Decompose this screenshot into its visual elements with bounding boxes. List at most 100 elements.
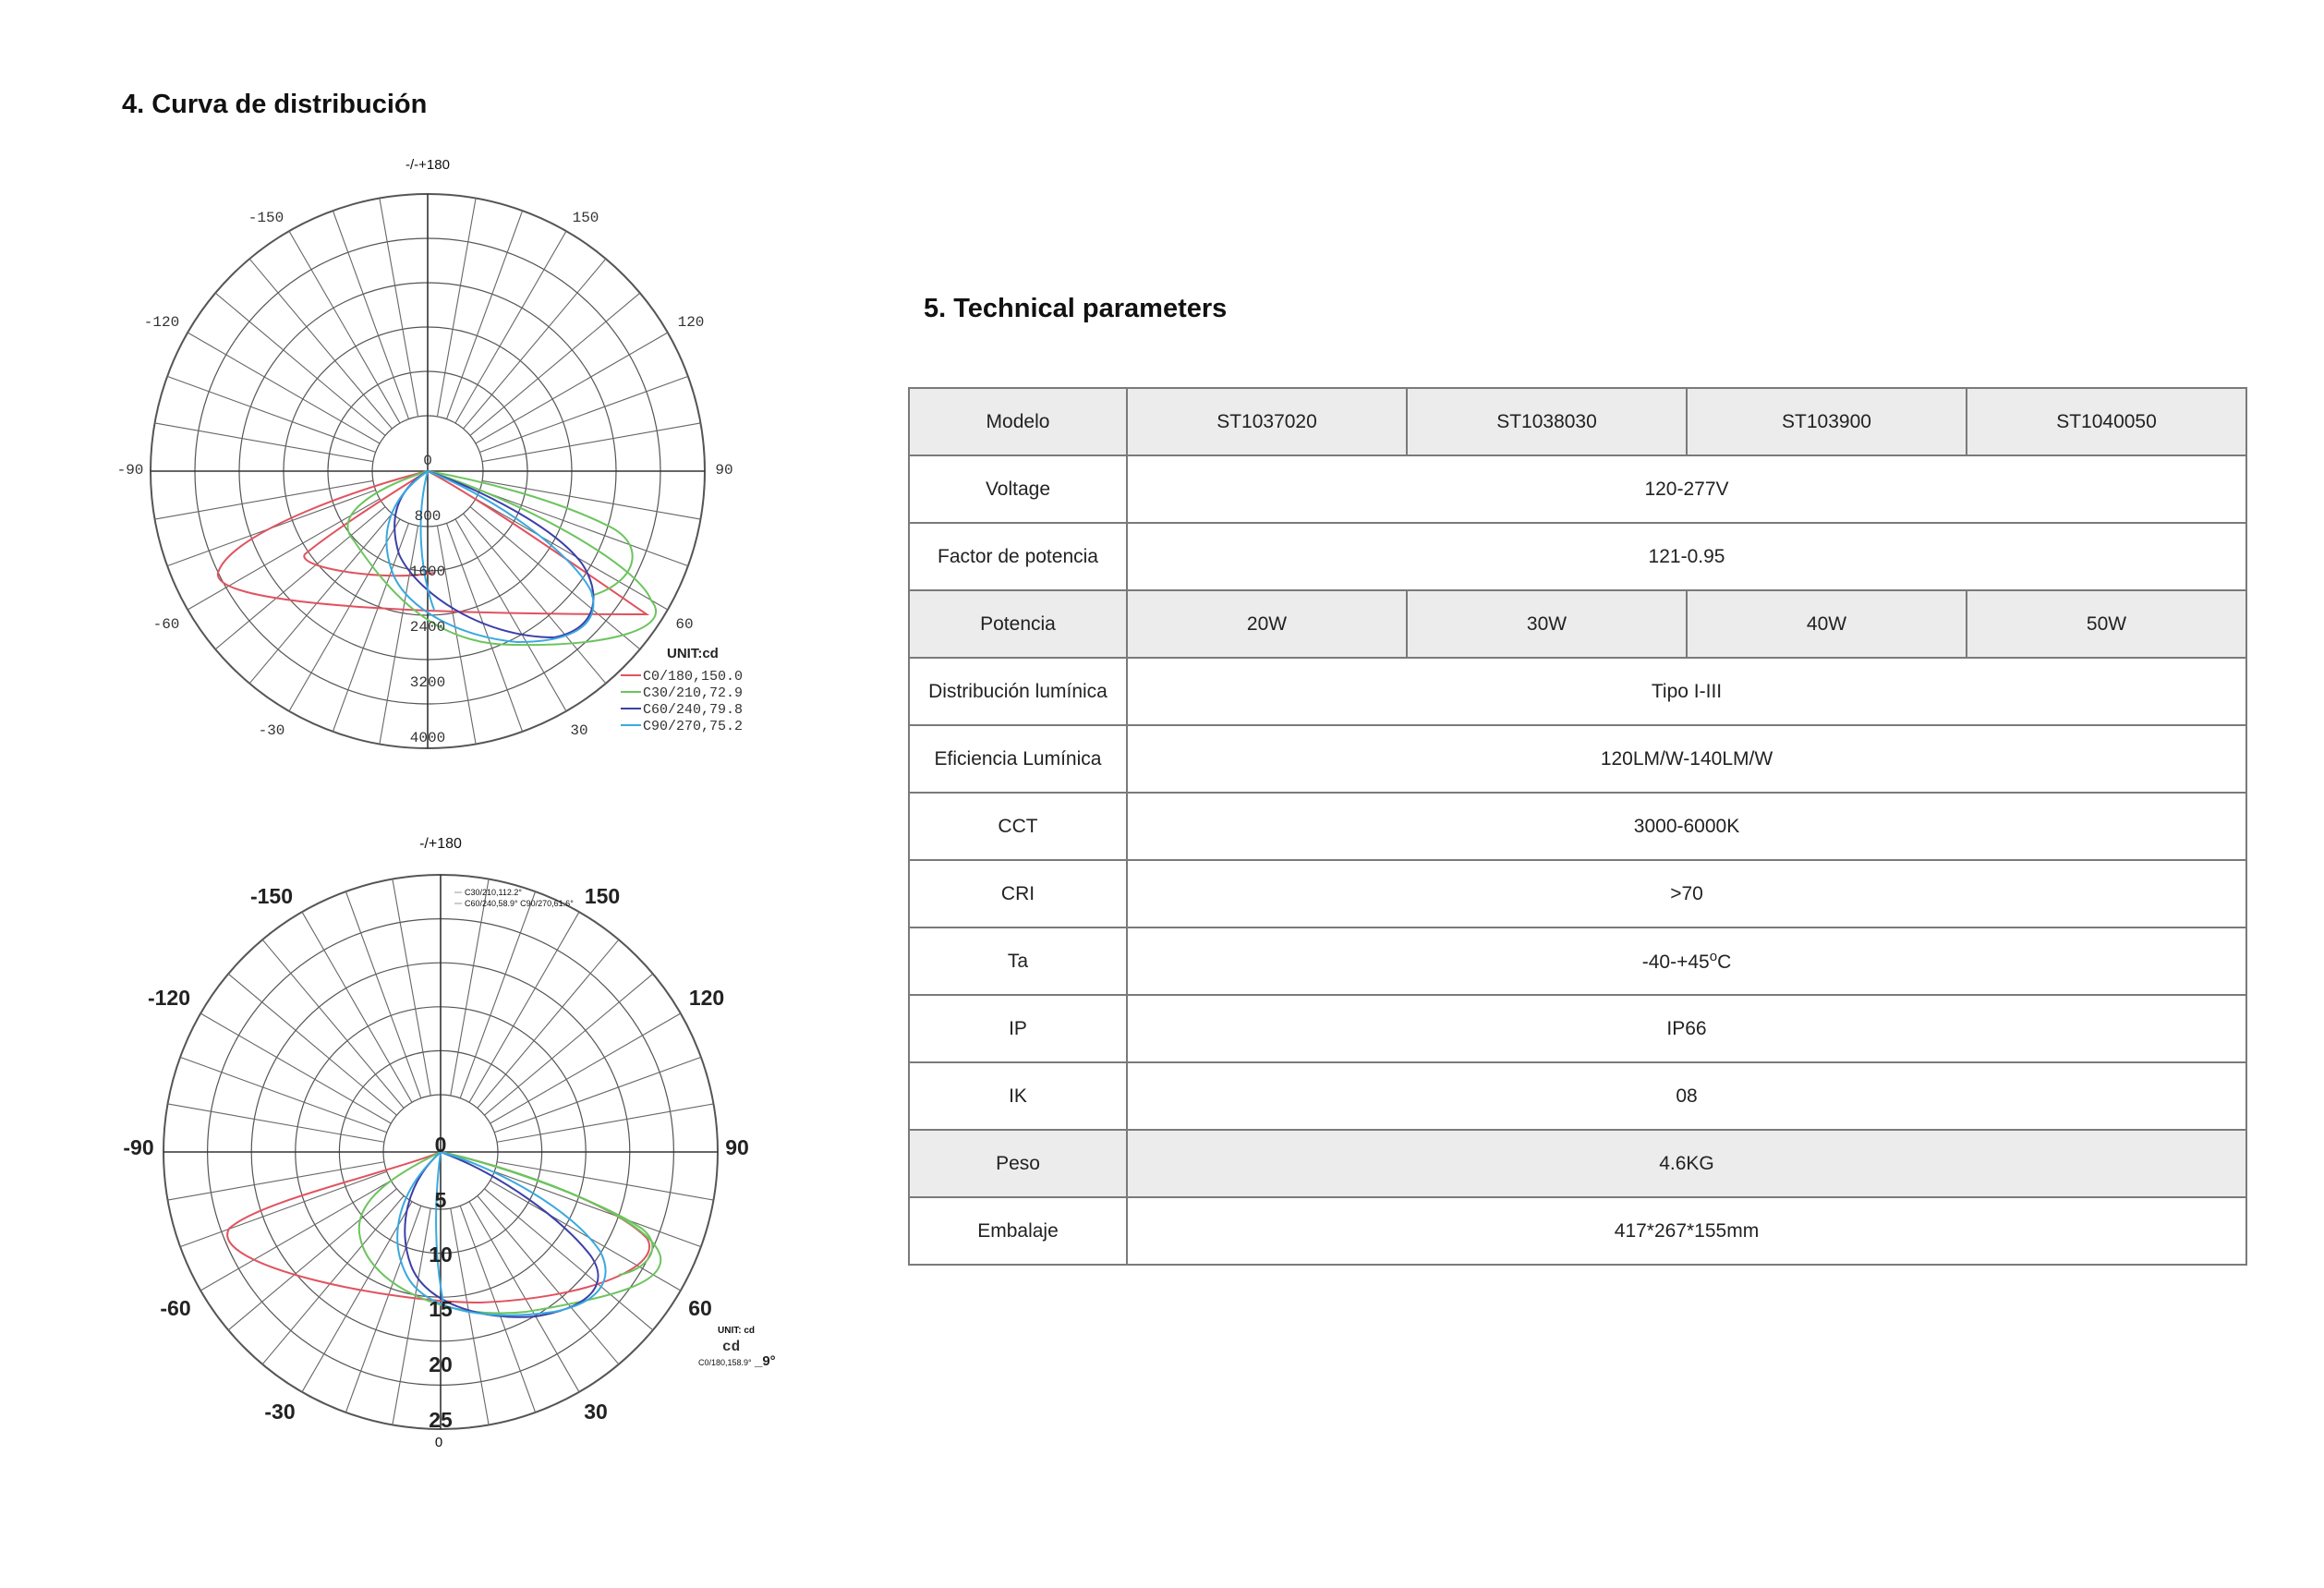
- table-row: Peso 4.6KG: [908, 1129, 2247, 1198]
- distribution-curve: [385, 470, 595, 644]
- power-cell: 40W: [1686, 589, 1967, 659]
- chart2-legend-bottom-suffix: _9°: [754, 1353, 776, 1369]
- distribution-curve: [216, 470, 650, 616]
- row-label: Factor de potencia: [908, 522, 1128, 591]
- row-value: Tipo I-III: [1126, 657, 2247, 726]
- chart2-radial-label: 0: [435, 1133, 447, 1157]
- row-label: CCT: [908, 792, 1128, 861]
- row-value: IP66: [1126, 994, 2247, 1063]
- chart1-radial-labels: 0 800 1600 2400 3200 4000: [410, 453, 445, 746]
- technical-parameters-table: Modelo ST1037020 ST1038030 ST103900 ST10…: [908, 387, 2247, 1266]
- row-value: 120-277V: [1126, 455, 2247, 524]
- row-value: >70: [1126, 859, 2247, 928]
- chart2-angle-m120: -120: [148, 986, 190, 1010]
- chart1-legend-c90: C90/270,75.2: [643, 719, 743, 734]
- table-row: CCT 3000-6000K: [908, 792, 2247, 861]
- chart1-radial-label: 4000: [410, 730, 445, 746]
- distribution-curve: [396, 1151, 607, 1316]
- row-label: Eficiencia Lumínica: [908, 724, 1128, 794]
- table-row: Voltage 120-277V: [908, 455, 2247, 524]
- row-label: Peso: [908, 1129, 1128, 1198]
- chart1-radial-label: 800: [415, 508, 442, 525]
- chart1-angle-p60: 60: [675, 616, 693, 633]
- table-row: Ta -40-+45oC: [908, 927, 2247, 996]
- power-cell: 50W: [1966, 589, 2247, 659]
- table-row: IP IP66: [908, 994, 2247, 1063]
- chart2-radial-label: 25: [429, 1408, 453, 1432]
- row-label: Distribución lumínica: [908, 657, 1128, 726]
- row-label: IK: [908, 1061, 1128, 1131]
- chart1-legend-c60: C60/240,79.8: [643, 702, 743, 718]
- chart1-top-label: -/-+180: [405, 157, 450, 173]
- chart2-top-label: -/+180: [419, 836, 462, 852]
- model-cell: ST1040050: [1966, 387, 2247, 456]
- chart1-angle-m60: -60: [153, 616, 180, 633]
- chart2-radial-label: 20: [429, 1352, 453, 1376]
- chart2-legend-top: C30/210,112.2° C60/240,58.9° C90/270,61.…: [454, 888, 574, 908]
- distribution-curve: [393, 470, 595, 639]
- chart2-angle-m90: -90: [123, 1135, 153, 1159]
- row-label: Ta: [908, 927, 1128, 996]
- chart2-radial-label: 5: [435, 1188, 447, 1212]
- chart2-radial-label: 10: [429, 1243, 453, 1267]
- chart1-angle-m120: -120: [144, 314, 179, 331]
- chart2-angle-m150: -150: [250, 884, 293, 908]
- model-cell: ST1038030: [1406, 387, 1688, 456]
- polar-chart-2: -/+180 0 -150 150 -120 120 -90 90 -60 60…: [123, 836, 776, 1450]
- distribution-curve: [435, 1151, 444, 1303]
- chart2-angle-p120: 120: [689, 986, 724, 1010]
- distribution-curve: [440, 1151, 654, 1276]
- chart1-radial-label: 1600: [410, 564, 445, 580]
- distribution-curve: [419, 470, 435, 611]
- chart2-angle-m60: -60: [160, 1296, 190, 1320]
- section-5-title: 5. Technical parameters: [924, 294, 1228, 323]
- chart1-angle-p120: 120: [678, 314, 705, 331]
- chart2-angle-p60: 60: [688, 1296, 712, 1320]
- chart2-bottom-label: 0: [435, 1435, 442, 1450]
- chart1-legend-c0: C0/180,150.0: [643, 669, 743, 685]
- chart1-angle-m90: -90: [117, 462, 144, 479]
- row-label: Potencia: [908, 589, 1128, 659]
- row-value: -40-+45oC: [1126, 927, 2247, 996]
- row-label: Voltage: [908, 455, 1128, 524]
- polar-chart-1: -/-+180 -150 150 -120 120 -90 90 -60 60 …: [117, 157, 743, 749]
- chart2-legend-top-2: C60/240,58.9° C90/270,61.6°: [465, 899, 574, 908]
- ta-value-unit: C: [1717, 952, 1732, 973]
- table-row: CRI >70: [908, 859, 2247, 928]
- row-label: Modelo: [908, 387, 1128, 456]
- distribution-curve: [404, 1151, 599, 1318]
- chart1-legend-c30: C30/210,72.9: [643, 685, 743, 701]
- chart1-angle-m30: -30: [259, 722, 285, 739]
- chart2-angle-p150: 150: [585, 884, 620, 908]
- chart1-radial-label: 3200: [410, 674, 445, 691]
- chart2-legend-top-1: C30/210,112.2°: [465, 888, 522, 897]
- chart1-legend: C0/180,150.0 C30/210,72.9 C60/240,79.8 C…: [621, 669, 743, 734]
- ta-value-part: -40-+45: [1641, 952, 1710, 973]
- chart1-radial-label: 2400: [410, 619, 445, 636]
- chart2-radial-label: 15: [429, 1297, 453, 1321]
- row-value: 08: [1126, 1061, 2247, 1131]
- row-value: 3000-6000K: [1126, 792, 2247, 861]
- table-row: IK 08: [908, 1061, 2247, 1131]
- chart1-radial-label: 0: [423, 453, 432, 469]
- table-row: Distribución lumínica Tipo I-III: [908, 657, 2247, 726]
- degree-symbol: o: [1709, 949, 1718, 964]
- chart1-unit: UNIT:cd: [667, 646, 719, 661]
- chart2-legend-bottom: C0/180,158.9°: [698, 1358, 752, 1367]
- chart1-angle-m150: -150: [248, 210, 284, 226]
- model-cell: ST1037020: [1126, 387, 1408, 456]
- table-row: Embalaje 417*267*155mm: [908, 1196, 2247, 1266]
- table-row: Factor de potencia 121-0.95: [908, 522, 2247, 591]
- chart2-angle-p90: 90: [725, 1135, 749, 1159]
- chart2-unit: UNIT: cd: [718, 1326, 755, 1336]
- power-cell: 30W: [1406, 589, 1688, 659]
- row-label: IP: [908, 994, 1128, 1063]
- chart2-radial-labels: 0 5 10 15 20 25: [429, 1133, 453, 1432]
- table-row: Modelo ST1037020 ST1038030 ST103900 ST10…: [908, 387, 2247, 456]
- table-row: Potencia 20W 30W 40W 50W: [908, 589, 2247, 659]
- distribution-curve: [346, 470, 658, 647]
- distribution-curve: [427, 470, 634, 597]
- chart2-unit2: cd: [722, 1339, 740, 1355]
- row-value: 121-0.95: [1126, 522, 2247, 591]
- chart1-angle-p30: 30: [570, 722, 587, 739]
